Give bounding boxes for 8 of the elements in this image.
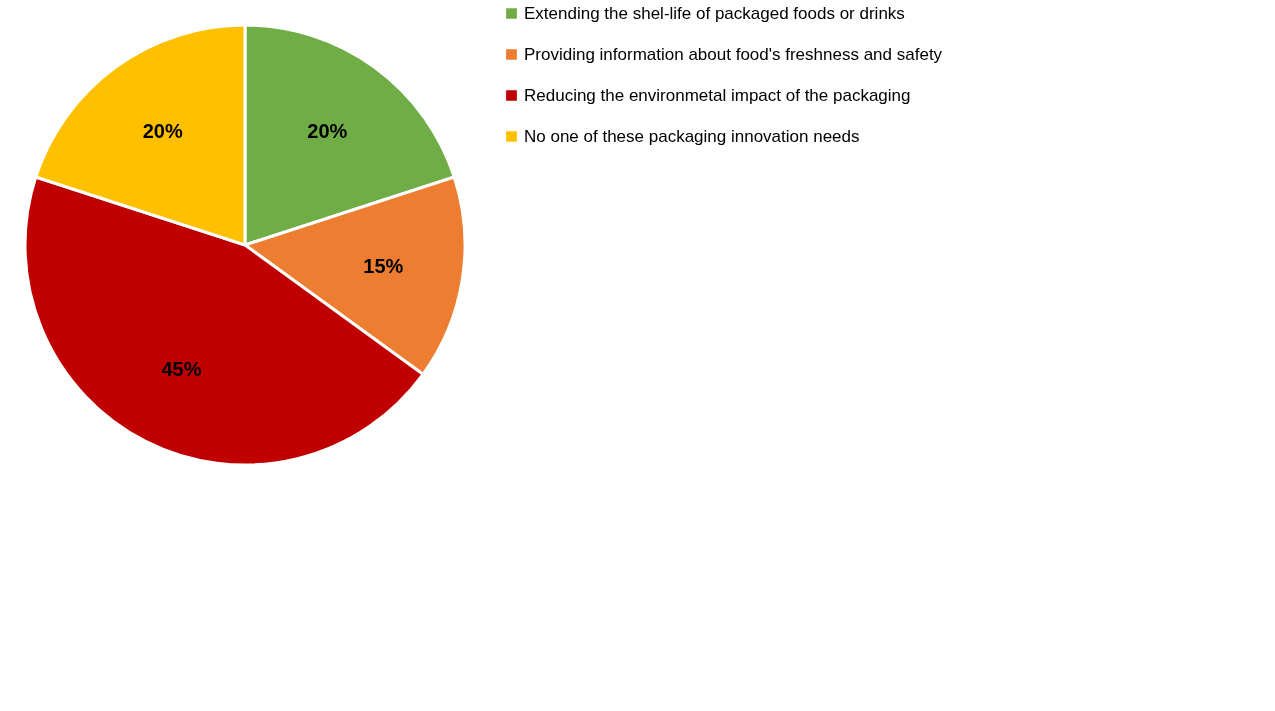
legend-label: No one of these packaging innovation needs bbox=[524, 126, 860, 146]
legend-label: Extending the shel-life of packaged foods or drinks bbox=[524, 3, 905, 23]
legend-label: Providing information about food's freshness and safety bbox=[524, 44, 943, 64]
data-label: 20% bbox=[142, 119, 183, 142]
data-label: 20% bbox=[307, 119, 348, 142]
data-label: 15% bbox=[363, 254, 404, 277]
legend-label: Reducing the environmetal impact of the packaging bbox=[524, 85, 911, 105]
data-label: 45% bbox=[161, 357, 202, 380]
